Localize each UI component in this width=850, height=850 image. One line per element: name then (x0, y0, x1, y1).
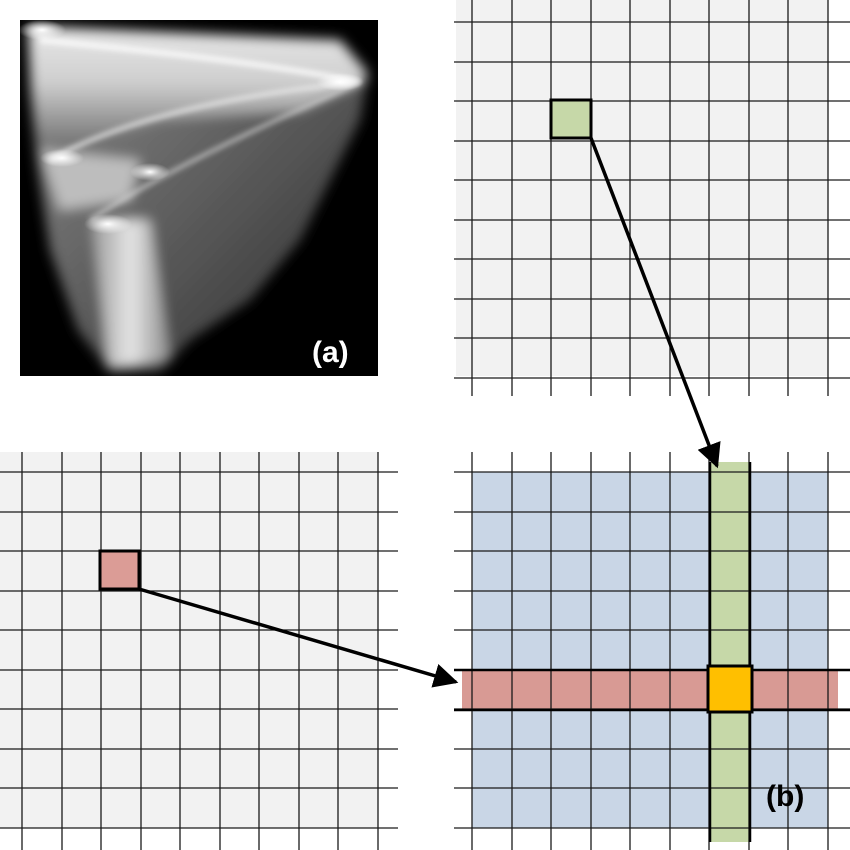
density-image-panel: (a) (20, 20, 378, 376)
grid-background (0, 452, 378, 828)
bottom-left-grid (0, 452, 398, 850)
column-mapping-arrow (589, 137, 721, 469)
row-mapping-arrow (138, 587, 459, 688)
panel-b-label: (b) (766, 780, 804, 813)
density-image (20, 20, 368, 372)
column-band (710, 462, 750, 842)
panel-a-label: (a) (312, 336, 349, 369)
green-source-cell (549, 98, 593, 140)
red-source-cell (98, 549, 141, 591)
top-right-grid (454, 0, 850, 396)
grid-background (456, 0, 828, 376)
row-band (462, 670, 838, 710)
result-grid-background (472, 472, 828, 828)
intersection-cell (706, 664, 754, 714)
result-grid (454, 452, 850, 850)
